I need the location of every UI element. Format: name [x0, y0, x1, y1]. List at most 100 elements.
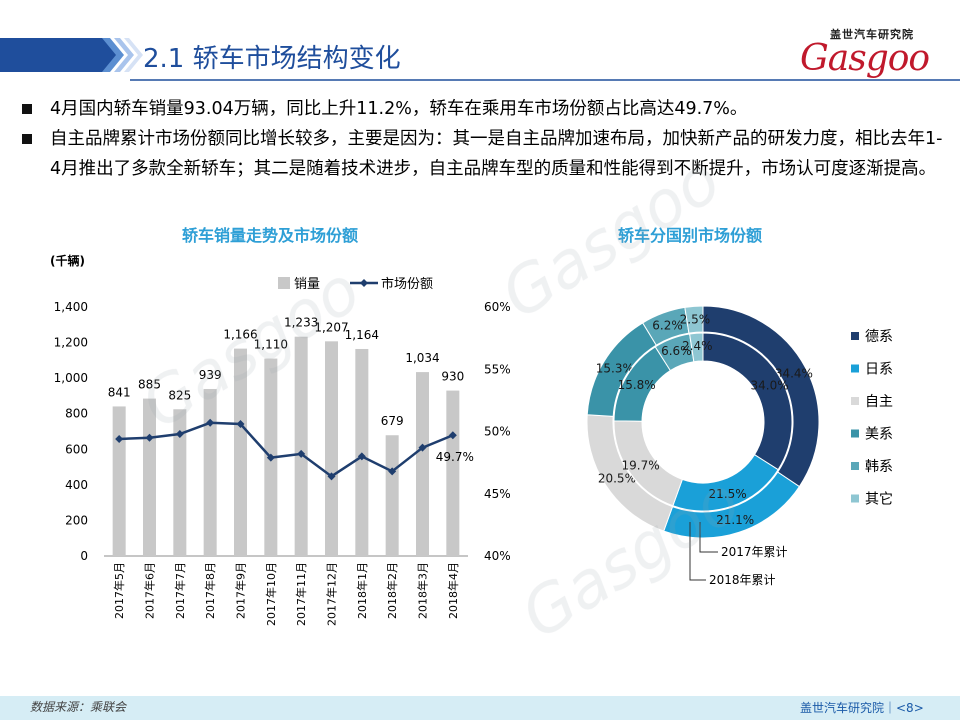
donut-value-label: 34.0% [751, 378, 789, 392]
bar-value-label: 930 [441, 370, 464, 384]
y-tick-label: 400 [65, 478, 88, 492]
legend-swatch [851, 494, 859, 503]
bar-value-label: 939 [199, 368, 222, 382]
bar-value-label: 1,233 [284, 316, 318, 330]
legend-label: 美系 [865, 427, 893, 443]
legend-label: 自主 [865, 394, 893, 410]
footer-org: 盖世汽车研究院｜<8> [800, 701, 924, 715]
ring-annotations: 2017年累计 2018年累计 [689, 522, 788, 587]
share-point [418, 443, 427, 452]
header-band [0, 38, 960, 81]
bar [173, 409, 187, 556]
share-point [206, 418, 215, 427]
bullet-item: 4月国内轿车销量93.04万辆，同比上升11.2%，轿车在乘用车市场份额占比高达… [22, 94, 952, 124]
gasgoo-logo: Gasgoo [800, 38, 930, 79]
unit-label: (千辆) [50, 253, 85, 268]
bar [234, 348, 247, 556]
x-tick-label: 2017年11月 [294, 562, 308, 626]
x-tick-label: 2017年12月 [325, 562, 339, 626]
bar-value-label: 1,207 [314, 320, 348, 334]
bar [325, 341, 338, 556]
y-tick-label: 200 [65, 513, 88, 527]
legend-swatch [851, 462, 859, 470]
bar [294, 336, 308, 556]
y2-tick-label: 40% [484, 549, 511, 563]
bar [112, 406, 126, 556]
y-tick-label: 1,000 [54, 371, 88, 385]
ring-label-2018: 2018年累计 [709, 573, 776, 587]
share-point [448, 431, 457, 440]
donut-value-label: 6.6% [661, 344, 692, 358]
donut-value-label: 2.5% [680, 312, 711, 326]
x-tick-label: 2017年5月 [112, 562, 126, 619]
x-tick-label: 2017年9月 [234, 562, 248, 619]
bar-value-label: 1,034 [405, 351, 439, 365]
share-value-label: 49.7% [436, 450, 474, 464]
donut-value-label: 6.2% [652, 318, 683, 332]
legend-swatch [851, 332, 859, 340]
bar-value-label: 1,110 [254, 338, 288, 352]
bullet-text: 4月国内轿车销量93.04万辆，同比上升11.2%，轿车在乘用车市场份额占比高达… [50, 99, 748, 119]
donut-value-label: 20.5% [598, 472, 636, 486]
x-tick-label: 2018年1月 [355, 562, 369, 619]
bar [416, 372, 429, 556]
footer-bar [0, 696, 960, 720]
x-tick-label: 2018年3月 [416, 562, 430, 619]
logo-subtitle: 盖世汽车研究院 [830, 28, 914, 41]
data-source: 数据来源：乘联会 [30, 700, 127, 714]
share-line [119, 421, 454, 478]
share-point [266, 453, 275, 462]
share-point [327, 472, 336, 481]
donut-value-label: 15.3% [596, 362, 634, 376]
legend-label: 德系 [865, 329, 893, 345]
legend-swatch [851, 397, 859, 405]
ring-leader-2017 [699, 522, 718, 553]
y-tick-label: 800 [65, 407, 88, 421]
legend-label: 其它 [865, 491, 893, 508]
share-point [175, 429, 184, 438]
donut-slice [689, 332, 704, 363]
legend-label: 日系 [865, 362, 893, 378]
y2-tick-label: 45% [484, 487, 511, 501]
bar-value-label: 1,164 [345, 328, 379, 342]
donut-chart-title: 轿车分国别市场份额 [618, 226, 763, 245]
bar-value-label: 679 [381, 414, 404, 428]
share-point [297, 449, 306, 458]
bar-chart-title: 轿车销量走势及市场份额 [182, 226, 359, 245]
y2-tick-label: 60% [484, 300, 511, 314]
page-title: 2.1 轿车市场结构变化 [143, 44, 401, 74]
share-point [236, 420, 245, 429]
share-point [115, 434, 124, 443]
share-point [388, 467, 397, 476]
bar [385, 435, 399, 556]
y-tick-label: 600 [65, 442, 88, 456]
donut-value-label: 15.8% [618, 378, 656, 392]
legend-swatch [851, 429, 859, 438]
ring-leader-2018 [689, 522, 706, 581]
bar-value-label: 825 [168, 388, 191, 402]
donut-value-label: 34.4% [775, 367, 813, 381]
share-point [357, 452, 366, 461]
bar-value-label: 1,166 [223, 328, 257, 342]
y-tick-label: 0 [80, 549, 88, 563]
share-point [145, 433, 154, 442]
x-tick-label: 2017年6月 [143, 562, 157, 619]
bullet-square-icon [22, 104, 32, 114]
x-tick-label: 2017年10月 [264, 562, 278, 626]
bullet-list: 4月国内轿车销量93.04万辆，同比上升11.2%，轿车在乘用车市场份额占比高达… [22, 94, 952, 184]
bar [446, 390, 460, 556]
y2-tick-label: 55% [484, 362, 511, 376]
bullet-item: 自主品牌累计市场份额同比增长较多，主要是因为：其一是自主品牌加速布局，加快新产品… [22, 124, 952, 184]
donut-slice [684, 305, 704, 334]
legend-label: 韩系 [865, 459, 893, 475]
bullet-text: 自主品牌累计市场份额同比增长较多，主要是因为：其一是自主品牌加速布局，加快新产品… [50, 129, 943, 179]
x-tick-label: 2017年7月 [173, 562, 187, 619]
donut-value-label: 2.4% [682, 339, 713, 353]
x-tick-label: 2018年4月 [446, 562, 460, 619]
legend-swatch [851, 364, 859, 373]
y-tick-label: 1,400 [54, 300, 88, 314]
x-tick-label: 2017年8月 [203, 562, 217, 619]
chart-legend: 销量 市场份额 [278, 276, 433, 292]
